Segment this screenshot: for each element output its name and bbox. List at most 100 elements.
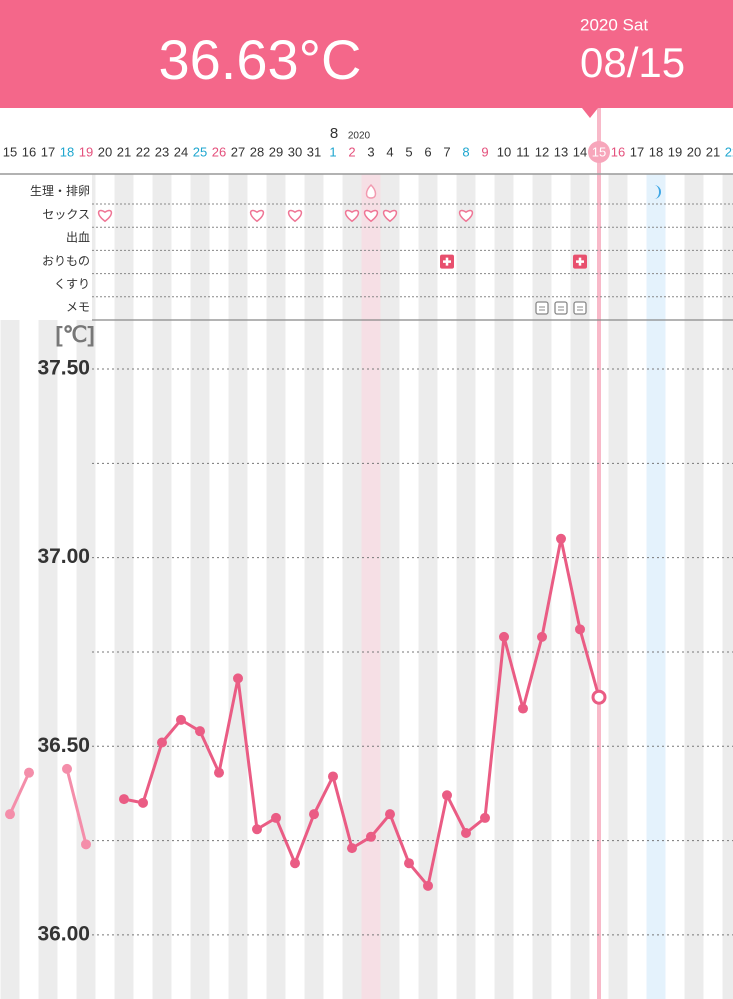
temperature-point <box>157 737 167 748</box>
column-stripe <box>684 174 704 999</box>
memo-box <box>573 301 587 315</box>
heart-icon <box>249 209 265 223</box>
temperature-point <box>423 880 433 891</box>
drop-icon <box>365 183 377 199</box>
memo-lines <box>558 306 564 311</box>
x-tick-label: 15 <box>592 144 606 159</box>
temperature-point <box>461 828 471 839</box>
x-tick-label: 26 <box>212 144 226 159</box>
x-tick-label: 19 <box>668 144 682 159</box>
x-tick-label: 22 <box>725 144 733 159</box>
x-tick-label: 6 <box>424 144 431 159</box>
event-icon-memo <box>573 301 587 315</box>
column-stripe <box>342 174 362 999</box>
temperature-point <box>518 703 528 714</box>
x-tick-label: 21 <box>706 144 720 159</box>
x-tick-label: 14 <box>573 144 587 159</box>
y-tick-label: 37.50 <box>37 357 90 380</box>
x-tick-label: 20 <box>98 144 112 159</box>
x-tick-label: 12 <box>535 144 549 159</box>
temperature-point <box>328 771 338 782</box>
year-weekday: 2020 Sat <box>580 15 648 34</box>
memo-box <box>535 301 549 315</box>
x-tick-label: 27 <box>231 144 245 159</box>
temperature-point <box>138 797 148 808</box>
temperature-line <box>8 768 88 845</box>
temperature-point <box>233 673 243 684</box>
temperature-point <box>176 714 186 725</box>
y-tick-label: 36.50 <box>37 734 90 757</box>
event-row-label: 出血 <box>66 231 90 245</box>
x-tick-label: 20 <box>687 144 701 159</box>
event-icon-heart <box>344 209 360 223</box>
temperature-point <box>24 767 34 778</box>
x-tick-label: 9 <box>481 144 488 159</box>
temperature-point <box>537 631 547 642</box>
column-stripe <box>190 174 210 999</box>
column-stripe <box>532 174 552 999</box>
x-tick-label: 18 <box>60 144 74 159</box>
x-tick-label: 31 <box>307 144 321 159</box>
column-stripe <box>494 174 514 999</box>
x-tick-label: 17 <box>41 144 55 159</box>
x-tick-label: 3 <box>367 144 374 159</box>
event-icon-heart <box>458 209 474 223</box>
column-stripe <box>418 174 438 999</box>
event-icon-cross <box>440 254 454 269</box>
y-tick-label: 36.00 <box>37 922 90 945</box>
selected-date: 08/15 <box>580 39 685 86</box>
x-tick-label: 23 <box>155 144 169 159</box>
column-stripe <box>304 174 324 999</box>
event-icon-heart <box>382 209 398 223</box>
x-tick-label: 1 <box>329 144 336 159</box>
x-tick-label: 16 <box>611 144 625 159</box>
temperature-point <box>366 831 376 842</box>
event-row-label: セックス <box>42 207 90 221</box>
event-row-label: メモ <box>66 300 90 314</box>
temperature-point <box>442 790 452 801</box>
year-label: 2020 <box>348 131 371 142</box>
x-tick-label: 22 <box>136 144 150 159</box>
memo-lines <box>577 306 583 311</box>
temperature-point <box>385 809 395 820</box>
temperature-point <box>347 843 357 854</box>
selected-point <box>591 689 607 705</box>
x-tick-label: 5 <box>405 144 412 159</box>
temperature-point <box>214 767 224 778</box>
column-stripe <box>570 174 590 999</box>
temperature-point <box>252 824 262 835</box>
cross-mark <box>576 257 584 266</box>
memo-box <box>554 301 568 315</box>
x-tick-label: 24 <box>174 144 188 159</box>
x-tick-label: 25 <box>193 144 207 159</box>
month-label: 8 <box>330 125 338 142</box>
heart-icon <box>363 209 379 223</box>
temperature-point <box>309 809 319 820</box>
header-pointer <box>582 108 598 118</box>
x-tick-label: 21 <box>117 144 131 159</box>
x-tick-label: 15 <box>3 144 17 159</box>
cross-mark <box>443 257 451 266</box>
event-icon-memo <box>535 301 549 315</box>
temperature-point <box>290 858 300 869</box>
x-tick-label: 10 <box>497 144 511 159</box>
temperature-line <box>123 537 601 888</box>
temperature-point <box>81 839 91 850</box>
column-stripe <box>722 174 733 999</box>
event-row-label: おりもの <box>42 254 90 268</box>
event-icon-drop <box>365 183 377 199</box>
highlight-column <box>646 174 666 999</box>
event-row-label: くすり <box>54 277 90 291</box>
x-tick-label: 7 <box>443 144 450 159</box>
temperature-point <box>119 794 129 805</box>
heart-icon <box>287 209 303 223</box>
x-tick-label: 29 <box>269 144 283 159</box>
selected-day-circle <box>588 141 610 163</box>
column-stripe <box>152 174 172 999</box>
event-icon-heart <box>287 209 303 223</box>
header-bar <box>0 0 733 108</box>
x-tick-label: 8 <box>462 144 469 159</box>
x-tick-label: 19 <box>79 144 93 159</box>
x-tick-label: 28 <box>250 144 264 159</box>
temperature-point <box>556 533 566 544</box>
